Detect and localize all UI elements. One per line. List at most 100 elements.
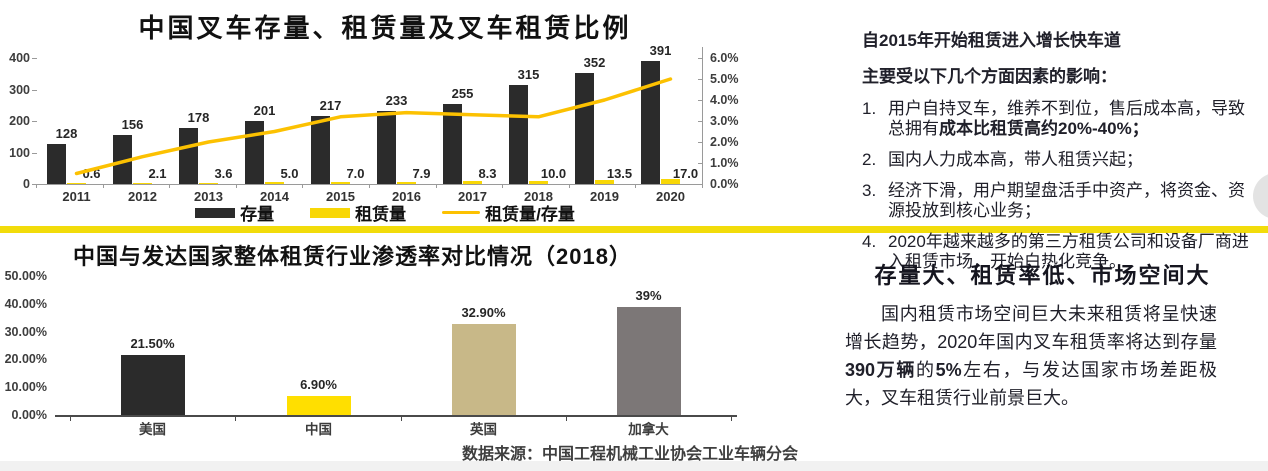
side-circle-decoration: [1253, 173, 1268, 219]
rental-bar: [595, 179, 614, 184]
chart1-right-tick-mark: [698, 121, 702, 122]
chart1-right-tick-mark: [698, 142, 702, 143]
rental-bar: [397, 181, 416, 184]
line-swatch: [442, 210, 481, 215]
chart2-y-tick: 20.00%: [4, 352, 47, 367]
chart1-left-tick-mark: [32, 89, 37, 91]
chart1-left-tick: 400: [9, 51, 30, 65]
chart1-left-tick-mark: [32, 121, 37, 122]
factor-item: 4. 2020年越来越多的第三方租赁公司和设备厂商进入租赁市场，开始白热化竞争。: [862, 232, 1254, 272]
chart1-left-tick-mark: [32, 152, 37, 154]
bottom-strip: [0, 461, 1268, 471]
factor-text: 经济下滑，用户期望盘活手中资产，将资金、资源投放到核心业务；: [888, 181, 1245, 220]
chart1-year-label: 2017: [458, 189, 487, 204]
chart1-x-tick-mark: [235, 184, 237, 188]
stock-bar: [509, 84, 528, 184]
bar-swatch: [310, 207, 351, 218]
rental-value-label: 13.5: [606, 166, 633, 181]
rental-value-label: 5.0: [280, 166, 299, 181]
chart1-year-label: 2020: [656, 189, 685, 204]
rental-value-label: 0.6: [82, 166, 101, 181]
chart2-country-label: 中国: [305, 422, 332, 437]
chart2-country-label: 美国: [139, 422, 166, 437]
penetration-bar: [286, 395, 351, 415]
penetration-bar: [451, 323, 516, 415]
stock-bar: [113, 134, 132, 184]
rental-value-label: 17.0: [672, 166, 699, 181]
rental-value-label: 7.9: [412, 166, 431, 181]
stock-bar: [179, 127, 198, 184]
factor-item: 1. 用户自持叉车，维养不到位，售后成本高，导致总拥有成本比租赁高约20%-40%…: [862, 99, 1254, 139]
chart1-x-tick-mark: [36, 184, 37, 188]
penetration-value-label: 6.90%: [300, 376, 337, 392]
stock-bar: [641, 60, 660, 184]
growth-factors-panel: 自2015年开始租赁进入增长快车道 主要受以下几个方面因素的影响： 1. 用户自持…: [862, 26, 1254, 283]
factor-text: 用户自持叉车，维养不到位，售后成本高，导致总拥有成本比租赁高约20%-40%；: [888, 99, 1245, 138]
chart1-left-tick: 100: [9, 145, 30, 160]
chart1-year-label: 2013: [194, 189, 223, 204]
chart1-right-tick-mark: [698, 58, 702, 59]
rental-bar: [331, 181, 350, 184]
bar-swatch: [195, 207, 236, 218]
chart2-y-tick: 30.00%: [4, 324, 47, 339]
chart1-right-tick: 5.0%: [710, 72, 739, 86]
chart1-legend: 存量 租赁量 租赁量/存量: [0, 200, 770, 225]
chart1-year-label: 2011: [62, 189, 91, 204]
rental-bar: [463, 181, 482, 184]
chart2-x-tick-mark: [401, 417, 402, 421]
chart1-left-tick: 300: [9, 82, 30, 97]
chart2-y-tick: 50.00%: [4, 269, 47, 283]
forklift-stock-rental-chart: 中国叉车存量、租赁量及叉车租赁比例 0 100 200 300 400 0.0% 1.0% 2…: [0, 0, 770, 227]
factor-number: 2.: [862, 150, 877, 169]
rental-value-label: 10.0: [540, 166, 567, 181]
chart1-year-label: 2019: [590, 189, 619, 204]
chart1-right-tick: 6.0%: [710, 51, 739, 65]
factor-number: 3.: [862, 181, 877, 200]
chart1-x-tick-mark: [169, 184, 171, 188]
stock-value-label: 255: [451, 85, 474, 101]
chart1-right-tick-mark: [698, 100, 702, 101]
legend-item-stock: 存量: [195, 200, 274, 225]
chart1-right-tick: 2.0%: [710, 135, 739, 149]
data-source-note: 数据来源：中国工程机械工业协会工业车辆分会: [461, 446, 798, 463]
stock-bar: [311, 115, 330, 184]
stock-bar: [47, 143, 66, 184]
stock-bar: [377, 110, 396, 184]
factor-list: 1. 用户自持叉车，维养不到位，售后成本高，导致总拥有成本比租赁高约20%-40%…: [862, 99, 1254, 272]
rental-bar: [529, 180, 548, 184]
chart1-left-tick-mark: [32, 184, 37, 185]
rental-value-label: 2.1: [148, 166, 167, 181]
stock-bar: [443, 103, 462, 184]
factor-text: 国内人力成本高，带人租赁兴起；: [888, 150, 1143, 169]
stock-value-label: 352: [583, 55, 606, 71]
rental-bar: [67, 183, 86, 184]
chart2-country-label: 加拿大: [628, 422, 669, 437]
chart2-x-axis: [55, 415, 737, 417]
chart2-country-label: 英国: [470, 422, 497, 437]
chart2-title: 中国与发达国家整体租赁行业渗透率对比情况（2018）: [73, 244, 632, 269]
penetration-value-label: 21.50%: [130, 336, 175, 352]
penetration-bar: [120, 355, 185, 415]
factor-item: 2. 国内人力成本高，带人租赁兴起；: [862, 150, 1254, 170]
legend-label: 存量: [240, 205, 275, 224]
chart1-x-tick-mark: [302, 184, 304, 188]
chart1-right-tick: 1.0%: [710, 156, 739, 170]
chart1-x-tick-mark: [568, 184, 570, 188]
stock-value-label: 391: [649, 42, 672, 58]
penetration-comparison-chart: 中国与发达国家整体租赁行业渗透率对比情况（2018） 数据来源：中国工程机械工业…: [0, 236, 840, 463]
stock-value-label: 178: [187, 109, 210, 125]
chart1-year-label: 2016: [392, 189, 421, 204]
legend-label: 租赁量/存量: [485, 205, 575, 224]
rental-value-label: 8.3: [478, 166, 497, 181]
stock-value-label: 128: [55, 125, 78, 141]
chart1-x-tick-mark: [102, 184, 104, 188]
penetration-value-label: 32.90%: [461, 304, 506, 320]
stock-value-label: 201: [253, 102, 276, 118]
factor-number: 1.: [862, 99, 877, 118]
chart1-right-tick: 3.0%: [710, 114, 739, 128]
rental-value-label: 7.0: [346, 166, 365, 181]
rental-bar: [199, 182, 218, 184]
chart1-x-tick-mark: [635, 184, 637, 188]
chart1-right-axis: [702, 47, 703, 184]
